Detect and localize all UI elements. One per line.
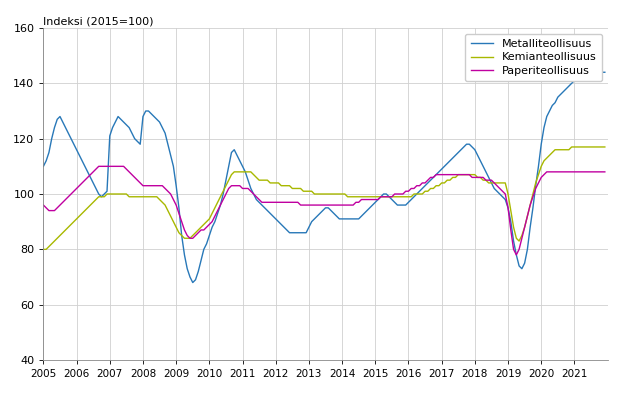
Text: Indeksi (2015=100): Indeksi (2015=100): [43, 16, 154, 26]
Line: Paperiteollisuus: Paperiteollisuus: [43, 166, 605, 255]
Kemianteollisuus: [568, 144, 575, 149]
Metalliteollisuus: [189, 280, 197, 285]
Paperiteollisuus: [458, 172, 465, 177]
Line: Kemianteollisuus: Kemianteollisuus: [43, 147, 605, 249]
Metalliteollisuus: [40, 164, 47, 169]
Kemianteollisuus: [454, 172, 462, 177]
Paperiteollisuus: [324, 203, 332, 208]
Kemianteollisuus: [601, 144, 609, 149]
Kemianteollisuus: [333, 192, 340, 196]
Line: Metalliteollisuus: Metalliteollisuus: [43, 72, 605, 282]
Legend: Metalliteollisuus, Kemianteollisuus, Paperiteollisuus: Metalliteollisuus, Kemianteollisuus, Pap…: [465, 34, 602, 81]
Paperiteollisuus: [513, 252, 520, 257]
Paperiteollisuus: [136, 180, 144, 185]
Metalliteollisuus: [100, 192, 108, 196]
Paperiteollisuus: [104, 164, 111, 169]
Paperiteollisuus: [192, 233, 199, 238]
Kemianteollisuus: [40, 247, 47, 252]
Metalliteollisuus: [134, 139, 141, 144]
Metalliteollisuus: [192, 277, 199, 282]
Metalliteollisuus: [601, 70, 609, 75]
Kemianteollisuus: [322, 192, 329, 196]
Kemianteollisuus: [100, 194, 108, 199]
Metalliteollisuus: [335, 216, 343, 221]
Metalliteollisuus: [579, 70, 587, 75]
Kemianteollisuus: [134, 194, 141, 199]
Metalliteollisuus: [458, 147, 465, 152]
Paperiteollisuus: [335, 203, 343, 208]
Paperiteollisuus: [95, 164, 102, 169]
Paperiteollisuus: [40, 203, 47, 208]
Paperiteollisuus: [601, 170, 609, 174]
Metalliteollisuus: [324, 206, 332, 210]
Kemianteollisuus: [189, 233, 197, 238]
